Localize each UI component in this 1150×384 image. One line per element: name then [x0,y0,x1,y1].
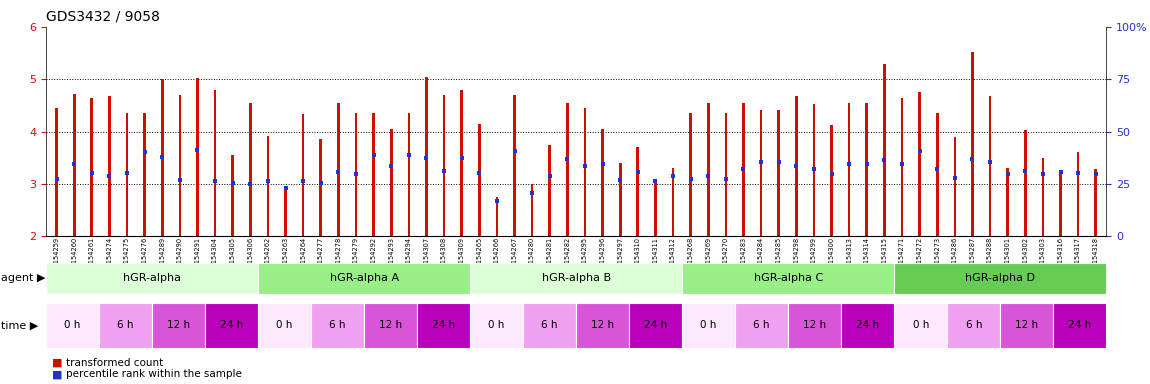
Bar [301,114,305,236]
Bar [777,109,780,236]
Bar [919,92,921,236]
Text: 0 h: 0 h [276,320,293,331]
Bar [883,63,886,236]
Bar [989,96,991,236]
Bar [337,103,339,236]
Bar [584,108,586,236]
Bar [1042,158,1044,236]
Bar [707,103,710,236]
Bar [460,90,463,236]
Bar [830,125,833,236]
Bar [1076,152,1080,236]
Bar [619,163,621,236]
Bar [1024,131,1027,236]
Text: 12 h: 12 h [167,320,190,331]
Text: ■: ■ [52,358,62,368]
Bar [443,95,445,236]
Bar [91,98,93,236]
Bar [144,113,146,236]
Text: 12 h: 12 h [380,320,402,331]
Text: percentile rank within the sample: percentile rank within the sample [66,369,242,379]
Text: 24 h: 24 h [1068,320,1091,331]
Text: 24 h: 24 h [644,320,667,331]
Bar [407,113,411,236]
Bar [55,108,58,236]
Text: transformed count: transformed count [66,358,163,368]
Bar [654,179,657,236]
Bar [742,103,745,236]
Bar [936,113,938,236]
Text: 6 h: 6 h [542,320,558,331]
Text: 0 h: 0 h [700,320,716,331]
Bar [953,137,956,236]
Text: hGR-alpha: hGR-alpha [123,273,181,283]
Bar [566,103,568,236]
Text: hGR-alpha A: hGR-alpha A [330,273,399,283]
Bar [848,103,851,236]
Bar [267,136,269,236]
Bar [284,188,286,236]
Text: 12 h: 12 h [1015,320,1038,331]
Bar [724,113,727,236]
Text: 6 h: 6 h [117,320,133,331]
Bar [496,197,498,236]
Text: agent ▶: agent ▶ [1,273,46,283]
Text: hGR-alpha C: hGR-alpha C [753,273,823,283]
Text: time ▶: time ▶ [1,320,38,331]
Bar [320,139,322,236]
Bar [900,98,903,236]
Bar [1059,171,1061,236]
Text: 6 h: 6 h [329,320,346,331]
Bar [601,129,604,236]
Bar [1006,168,1009,236]
Text: 24 h: 24 h [432,320,455,331]
Bar [390,129,392,236]
Bar [373,113,375,236]
Bar [531,184,534,236]
Bar [866,103,868,236]
Text: 0 h: 0 h [64,320,81,331]
Bar [125,113,129,236]
Bar [971,52,974,236]
Text: hGR-alpha B: hGR-alpha B [542,273,611,283]
Bar [231,155,233,236]
Text: GDS3432 / 9058: GDS3432 / 9058 [46,10,160,23]
Bar [549,145,551,236]
Bar [197,78,199,236]
Text: hGR-alpha D: hGR-alpha D [965,273,1035,283]
Bar [478,124,481,236]
Bar [426,76,428,236]
Bar [813,104,815,236]
Text: 6 h: 6 h [753,320,770,331]
Text: 12 h: 12 h [591,320,614,331]
Bar [354,113,358,236]
Bar [689,113,692,236]
Bar [161,79,163,236]
Bar [672,168,674,236]
Bar [513,95,516,236]
Bar [795,96,798,236]
Text: 0 h: 0 h [913,320,929,331]
Text: 24 h: 24 h [220,320,243,331]
Bar [1095,169,1097,236]
Bar [636,147,639,236]
Bar [214,90,216,236]
Text: 12 h: 12 h [803,320,827,331]
Bar [178,95,182,236]
Text: 6 h: 6 h [966,320,982,331]
Text: 0 h: 0 h [489,320,505,331]
Bar [108,96,110,236]
Bar [760,109,762,236]
Bar [250,103,252,236]
Text: 24 h: 24 h [856,320,880,331]
Text: ■: ■ [52,369,62,379]
Bar [72,94,76,236]
